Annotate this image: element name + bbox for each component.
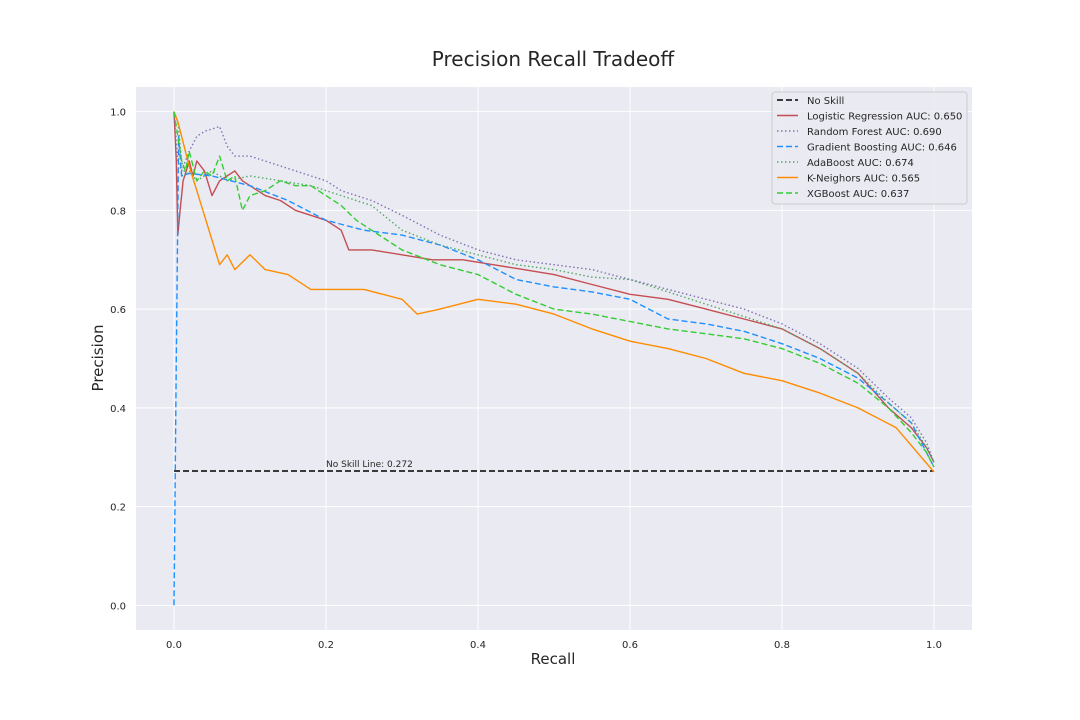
y-tick-label: 0.2 (110, 503, 126, 514)
series-line-4 (173, 111, 935, 463)
y-tick-label: 0.4 (110, 404, 126, 415)
annotation-no-skill: No Skill Line: 0.272 (326, 460, 413, 470)
series-line-3 (173, 135, 935, 606)
series-lines (173, 111, 935, 606)
x-tick-label: 0.8 (774, 640, 790, 651)
x-tick-label: 0.2 (318, 640, 334, 651)
legend-label-6: XGBoost AUC: 0.637 (807, 189, 909, 200)
legend-box (771, 91, 968, 205)
chart-title: Precision Recall Tradeoff (432, 47, 676, 71)
x-tick-label: 1.0 (926, 640, 942, 651)
x-tick-label: 0.6 (622, 640, 638, 651)
x-tick-label: 0.0 (166, 640, 182, 651)
tick-labels: 0.0 0.2 0.4 0.6 0.8 1.0 0.0 0.2 0.4 0.6 0.8 1.0 (110, 108, 942, 651)
series-line-6 (173, 111, 935, 468)
legend-label-0: No Skill (807, 96, 844, 107)
legend-label-1: Logistic Regression AUC: 0.650 (807, 112, 962, 123)
y-tick-label: 0.6 (110, 305, 126, 316)
legend-label-5: K-Neighors AUC: 0.565 (807, 174, 920, 185)
legend: No Skill Logistic Regression AUC: 0.650 Ra… (771, 91, 968, 205)
y-tick-label: 0.0 (110, 601, 126, 612)
y-tick-label: 1.0 (110, 108, 126, 119)
x-tick-label: 0.4 (470, 640, 486, 651)
y-tick-label: 0.8 (110, 206, 126, 217)
legend-label-2: Random Forest AUC: 0.690 (807, 127, 942, 138)
legend-label-4: AdaBoost AUC: 0.674 (807, 158, 914, 169)
series-line-2 (173, 111, 935, 463)
y-axis-label: Precision (89, 325, 107, 392)
x-axis-label: Recall (531, 650, 576, 668)
series-line-5 (173, 111, 935, 473)
series-line-1 (173, 111, 935, 463)
legend-label-3: Gradient Boosting AUC: 0.646 (807, 143, 957, 154)
